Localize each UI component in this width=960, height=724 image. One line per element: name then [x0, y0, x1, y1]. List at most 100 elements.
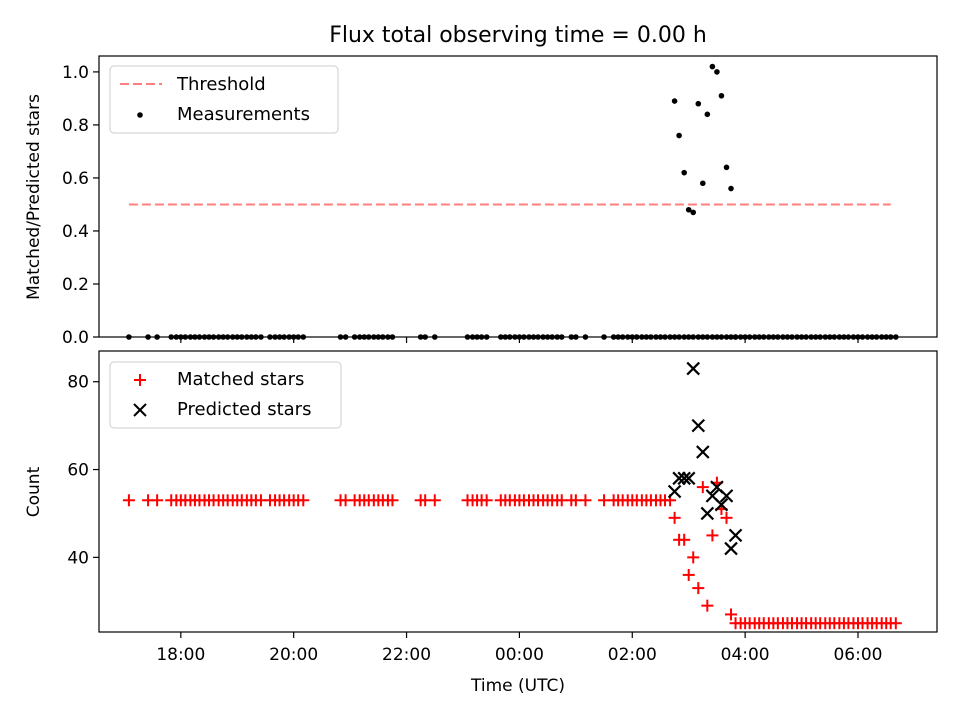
measurement-point	[290, 334, 297, 340]
x-tick-label: 00:00	[495, 645, 544, 665]
measurement-point	[855, 334, 861, 340]
measurement-point	[544, 334, 551, 340]
measurement-point	[154, 334, 160, 340]
x-tick-label: 22:00	[382, 645, 431, 665]
measurement-point	[695, 334, 702, 340]
measurement-point	[582, 334, 589, 340]
measurement-point	[234, 334, 241, 340]
matched-star-point	[720, 511, 733, 524]
predicted-star-point	[677, 471, 691, 486]
measurement-point	[385, 334, 391, 340]
matched-star-point	[151, 494, 164, 507]
measurement-point	[624, 334, 631, 340]
measurement-point	[295, 334, 302, 340]
measurement-point	[700, 180, 706, 187]
measurement-point	[662, 334, 668, 340]
measurement-point	[187, 334, 194, 340]
measurement-point	[431, 334, 438, 340]
matched-star-point	[579, 494, 592, 507]
measurement-point	[521, 334, 527, 340]
measurement-point	[728, 185, 734, 192]
measurement-point	[196, 334, 203, 340]
measurement-point	[850, 334, 857, 340]
measurement-point	[258, 334, 264, 340]
measurement-point	[253, 334, 259, 340]
matched-star-point	[696, 481, 709, 494]
measurement-point	[549, 334, 555, 340]
count-points	[122, 361, 902, 630]
matched-star-point	[678, 533, 691, 546]
predicted-star-point	[728, 528, 743, 543]
measurement-point	[337, 334, 344, 340]
measurement-point	[365, 334, 372, 340]
measurement-point	[619, 334, 626, 340]
measurement-point	[756, 334, 763, 340]
measurement-point	[742, 334, 748, 340]
measurement-point	[417, 334, 424, 340]
measurement-point	[526, 334, 532, 340]
matched-star-point	[668, 511, 681, 524]
measurement-point	[878, 334, 885, 340]
measurement-point	[615, 334, 621, 340]
x-tick-label: 04:00	[721, 645, 770, 665]
predicted-star-point	[714, 497, 729, 512]
x-tick-label: 06:00	[833, 645, 882, 665]
measurement-point	[681, 334, 687, 340]
measurement-point	[845, 334, 852, 340]
measurement-point	[737, 334, 744, 340]
measurement-point	[300, 334, 307, 340]
predicted-star-point	[700, 506, 715, 521]
measurement-point	[643, 334, 650, 340]
measurement-point	[474, 334, 480, 340]
top-legend: Threshold Measurements	[109, 65, 339, 134]
measurement-point	[671, 334, 678, 340]
measurement-point	[351, 334, 358, 340]
measurement-point	[210, 334, 217, 340]
matched-legend-label: Matched stars	[177, 369, 304, 390]
y-tick-label: 0.8	[62, 116, 89, 136]
matched-star-point	[297, 494, 310, 507]
measurement-point	[276, 334, 283, 340]
measurement-point	[714, 69, 720, 75]
measurement-point	[704, 111, 711, 118]
measurement-point	[633, 334, 640, 340]
measurement-point	[469, 334, 476, 340]
measurement-point	[718, 92, 725, 99]
measurement-point	[464, 334, 471, 340]
measurement-point	[639, 334, 645, 340]
measurement-point	[893, 334, 899, 340]
matched-star-point	[701, 599, 714, 612]
matched-star-point	[889, 617, 902, 630]
y-tick-label: 0.6	[62, 169, 89, 189]
measurement-point	[732, 334, 739, 340]
measurement-point	[507, 334, 513, 340]
measurement-point	[178, 334, 184, 340]
measurement-point	[775, 334, 781, 340]
y-tick-label: 0.0	[62, 328, 89, 348]
measurement-point	[695, 100, 702, 107]
measurement-point	[690, 334, 697, 340]
measurement-point	[859, 334, 866, 340]
bottom-legend-box	[109, 361, 342, 429]
measurement-point	[709, 63, 716, 70]
y-tick-label: 0.4	[62, 222, 89, 242]
matched-legend-marker	[134, 374, 146, 386]
bottom-y-ticks: 40 60 80	[67, 373, 99, 568]
measurement-point	[728, 334, 734, 340]
measurement-point	[667, 334, 673, 340]
measurement-point	[760, 334, 767, 340]
measurement-point	[676, 132, 682, 139]
measurement-point	[648, 334, 654, 340]
measurement-point	[873, 334, 880, 340]
x-tick-label: 02:00	[608, 645, 657, 665]
measurement-point	[723, 334, 730, 340]
measurement-point	[808, 334, 814, 340]
predicted-star-point	[667, 484, 682, 499]
bottom-x-ticks: 18:00 20:00 22:00 00:00 02:00 04:00 06:00	[156, 632, 882, 665]
measurement-point	[540, 334, 546, 340]
top-y-axis-label: Matched/Predicted stars	[24, 94, 44, 300]
measurement-point	[751, 334, 758, 340]
y-tick-label: 80	[67, 373, 89, 393]
